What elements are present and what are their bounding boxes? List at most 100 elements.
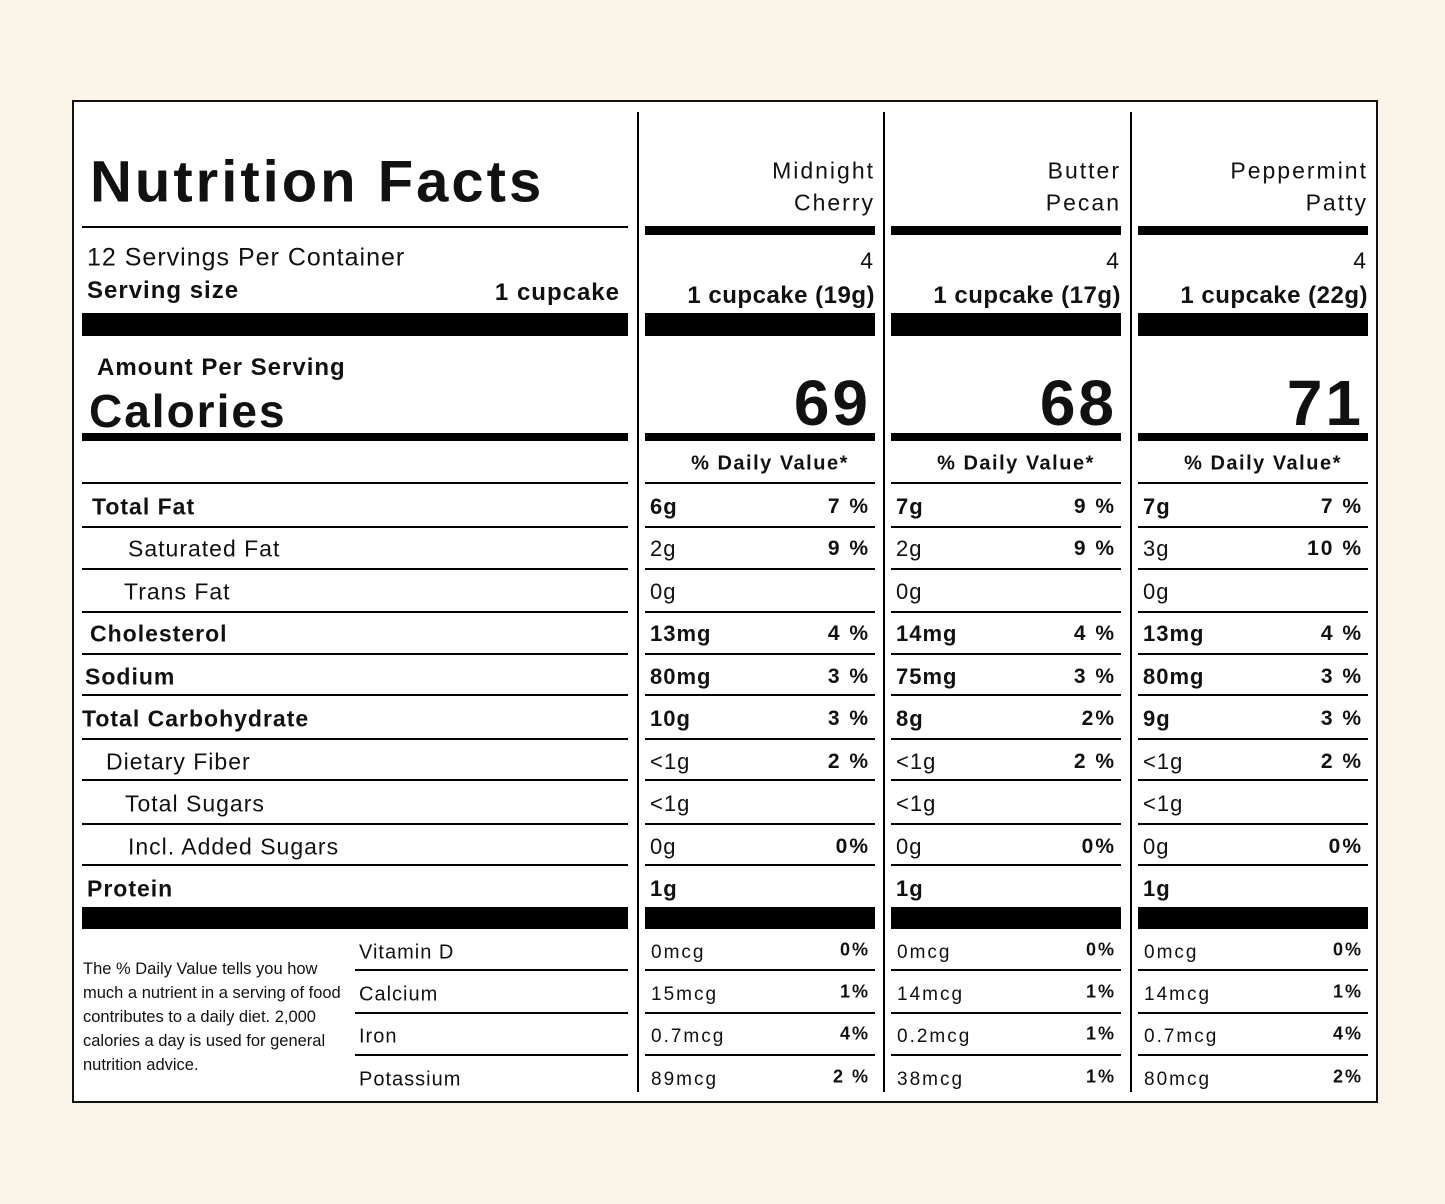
rule (891, 779, 1121, 781)
servings-per-container: 12 Servings Per Container (87, 243, 406, 272)
nutrition-label (72, 100, 1378, 1103)
rule (645, 779, 875, 781)
rule (355, 1054, 628, 1056)
nutrient-amount: 7g (1143, 494, 1171, 519)
daily-value-header: % Daily Value* (1184, 452, 1342, 475)
product-name: Patty (1305, 189, 1368, 216)
rule (1138, 864, 1368, 866)
rule (82, 738, 628, 740)
nutrient-name: Dietary Fiber (106, 748, 251, 775)
medium-bar (891, 433, 1121, 441)
calories: 68 (1039, 367, 1117, 439)
vitamin-daily-value: 2 % (832, 1066, 870, 1087)
nutrient-amount: <1g (896, 749, 937, 774)
serving-size: 1 cupcake (22g) (1180, 282, 1368, 309)
rule (645, 526, 875, 528)
serving-size: 1 cupcake (494, 279, 620, 306)
nutrient-amount: 0g (1143, 834, 1170, 859)
nutrient-amount: 75mg (896, 664, 958, 689)
vitamin-name: Iron (359, 1025, 398, 1048)
footnote: The % Daily Value tells you how much a n… (83, 960, 341, 1074)
daily-value: 2 % (1320, 750, 1363, 773)
thick-bar (1138, 907, 1368, 929)
rule (645, 568, 875, 570)
medium-bar (645, 226, 875, 235)
vitamin-name: Vitamin D (359, 941, 455, 964)
daily-value: 10 % (1307, 537, 1363, 560)
daily-value: 9 % (1073, 537, 1116, 560)
thick-bar (645, 907, 875, 929)
rule (645, 1054, 875, 1056)
nutrient-name: Saturated Fat (128, 535, 281, 562)
product-name: Cherry (793, 189, 875, 216)
daily-value: 9 % (1073, 495, 1116, 518)
nutrient-amount: 8g (896, 706, 924, 731)
nutrient-amount: 80mg (650, 664, 712, 689)
calories: 71 (1286, 367, 1364, 439)
vitamin-amount: 0.7mcg (1144, 1026, 1219, 1047)
product-name: Pecan (1045, 189, 1121, 216)
vitamin-daily-value: 0% (839, 939, 870, 960)
vitamin-daily-value: 1% (1085, 1023, 1116, 1044)
daily-value: 2% (1081, 707, 1116, 730)
nutrient-name: Incl. Added Sugars (128, 833, 340, 860)
nutrient-name: Trans Fat (124, 578, 231, 605)
nutrient-name: Protein (87, 875, 174, 902)
serving-size: 1 cupcake (19g) (687, 282, 875, 309)
vitamin-daily-value: 0% (1332, 939, 1363, 960)
daily-value: 3 % (827, 707, 870, 730)
nutrient-amount: <1g (896, 791, 937, 816)
nutrient-amount: 0g (650, 834, 677, 859)
nutrient-amount: <1g (650, 749, 691, 774)
rule (645, 738, 875, 740)
rule (645, 611, 875, 613)
amount-per-serving: Amount Per Serving (97, 354, 346, 381)
rule (645, 864, 875, 866)
nutrient-name: Total Carbohydrate (82, 705, 310, 732)
vitamin-amount: 0.7mcg (651, 1026, 726, 1047)
product-name: Peppermint (1230, 157, 1368, 184)
nutrient-amount: 80mg (1143, 664, 1205, 689)
thick-bar (82, 313, 628, 336)
rule (82, 611, 628, 613)
thick-bar (82, 907, 628, 929)
vitamin-amount: 14mcg (897, 984, 965, 1005)
nutrient-amount: 14mg (896, 621, 958, 646)
rule (645, 1012, 875, 1014)
daily-value: 4 % (1073, 622, 1116, 645)
daily-value: 3 % (1320, 707, 1363, 730)
nutrient-amount: 1g (896, 876, 924, 901)
vitamin-amount: 14mcg (1144, 984, 1212, 1005)
medium-bar (891, 226, 1121, 235)
rule (891, 568, 1121, 570)
nutrient-amount: 2g (650, 536, 677, 561)
rule (891, 611, 1121, 613)
nutrient-amount: 6g (650, 494, 678, 519)
vitamin-amount: 0.2mcg (897, 1026, 972, 1047)
rule (1138, 823, 1368, 825)
column-divider (1130, 112, 1132, 1092)
rule (891, 694, 1121, 696)
rule (1138, 482, 1368, 484)
vitamin-name: Potassium (359, 1068, 462, 1091)
rule (891, 1054, 1121, 1056)
nutrient-amount: 13mg (1143, 621, 1205, 646)
vitamin-daily-value: 1% (1085, 981, 1116, 1002)
rule (82, 568, 628, 570)
rule (645, 653, 875, 655)
thick-bar (891, 313, 1121, 336)
rule (82, 226, 628, 228)
rule (82, 823, 628, 825)
nutrient-name: Sodium (85, 663, 176, 690)
rule (645, 694, 875, 696)
rule (891, 864, 1121, 866)
rule (891, 823, 1121, 825)
column-divider (883, 112, 885, 1092)
rule (645, 969, 875, 971)
nutrient-amount: 13mg (650, 621, 712, 646)
rule (355, 1012, 628, 1014)
serving-size: 1 cupcake (17g) (933, 282, 1121, 309)
rule (1138, 1012, 1368, 1014)
column-divider (637, 112, 639, 1092)
rule (645, 482, 875, 484)
